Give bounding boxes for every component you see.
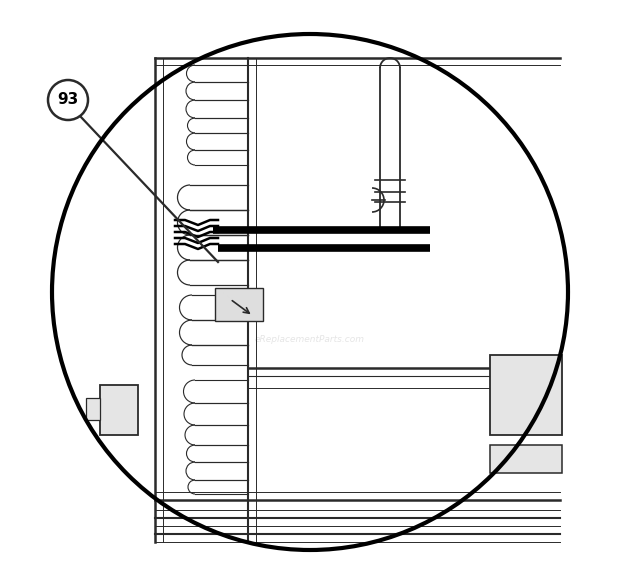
Text: eReplacementParts.com: eReplacementParts.com (255, 335, 365, 345)
Bar (490, 445, 562, 473)
Bar (215, 288, 263, 321)
Bar (100, 385, 138, 435)
Bar (490, 355, 562, 435)
Circle shape (52, 34, 568, 550)
Text: 93: 93 (58, 92, 79, 107)
Circle shape (48, 80, 88, 120)
Bar (86, 398, 100, 420)
